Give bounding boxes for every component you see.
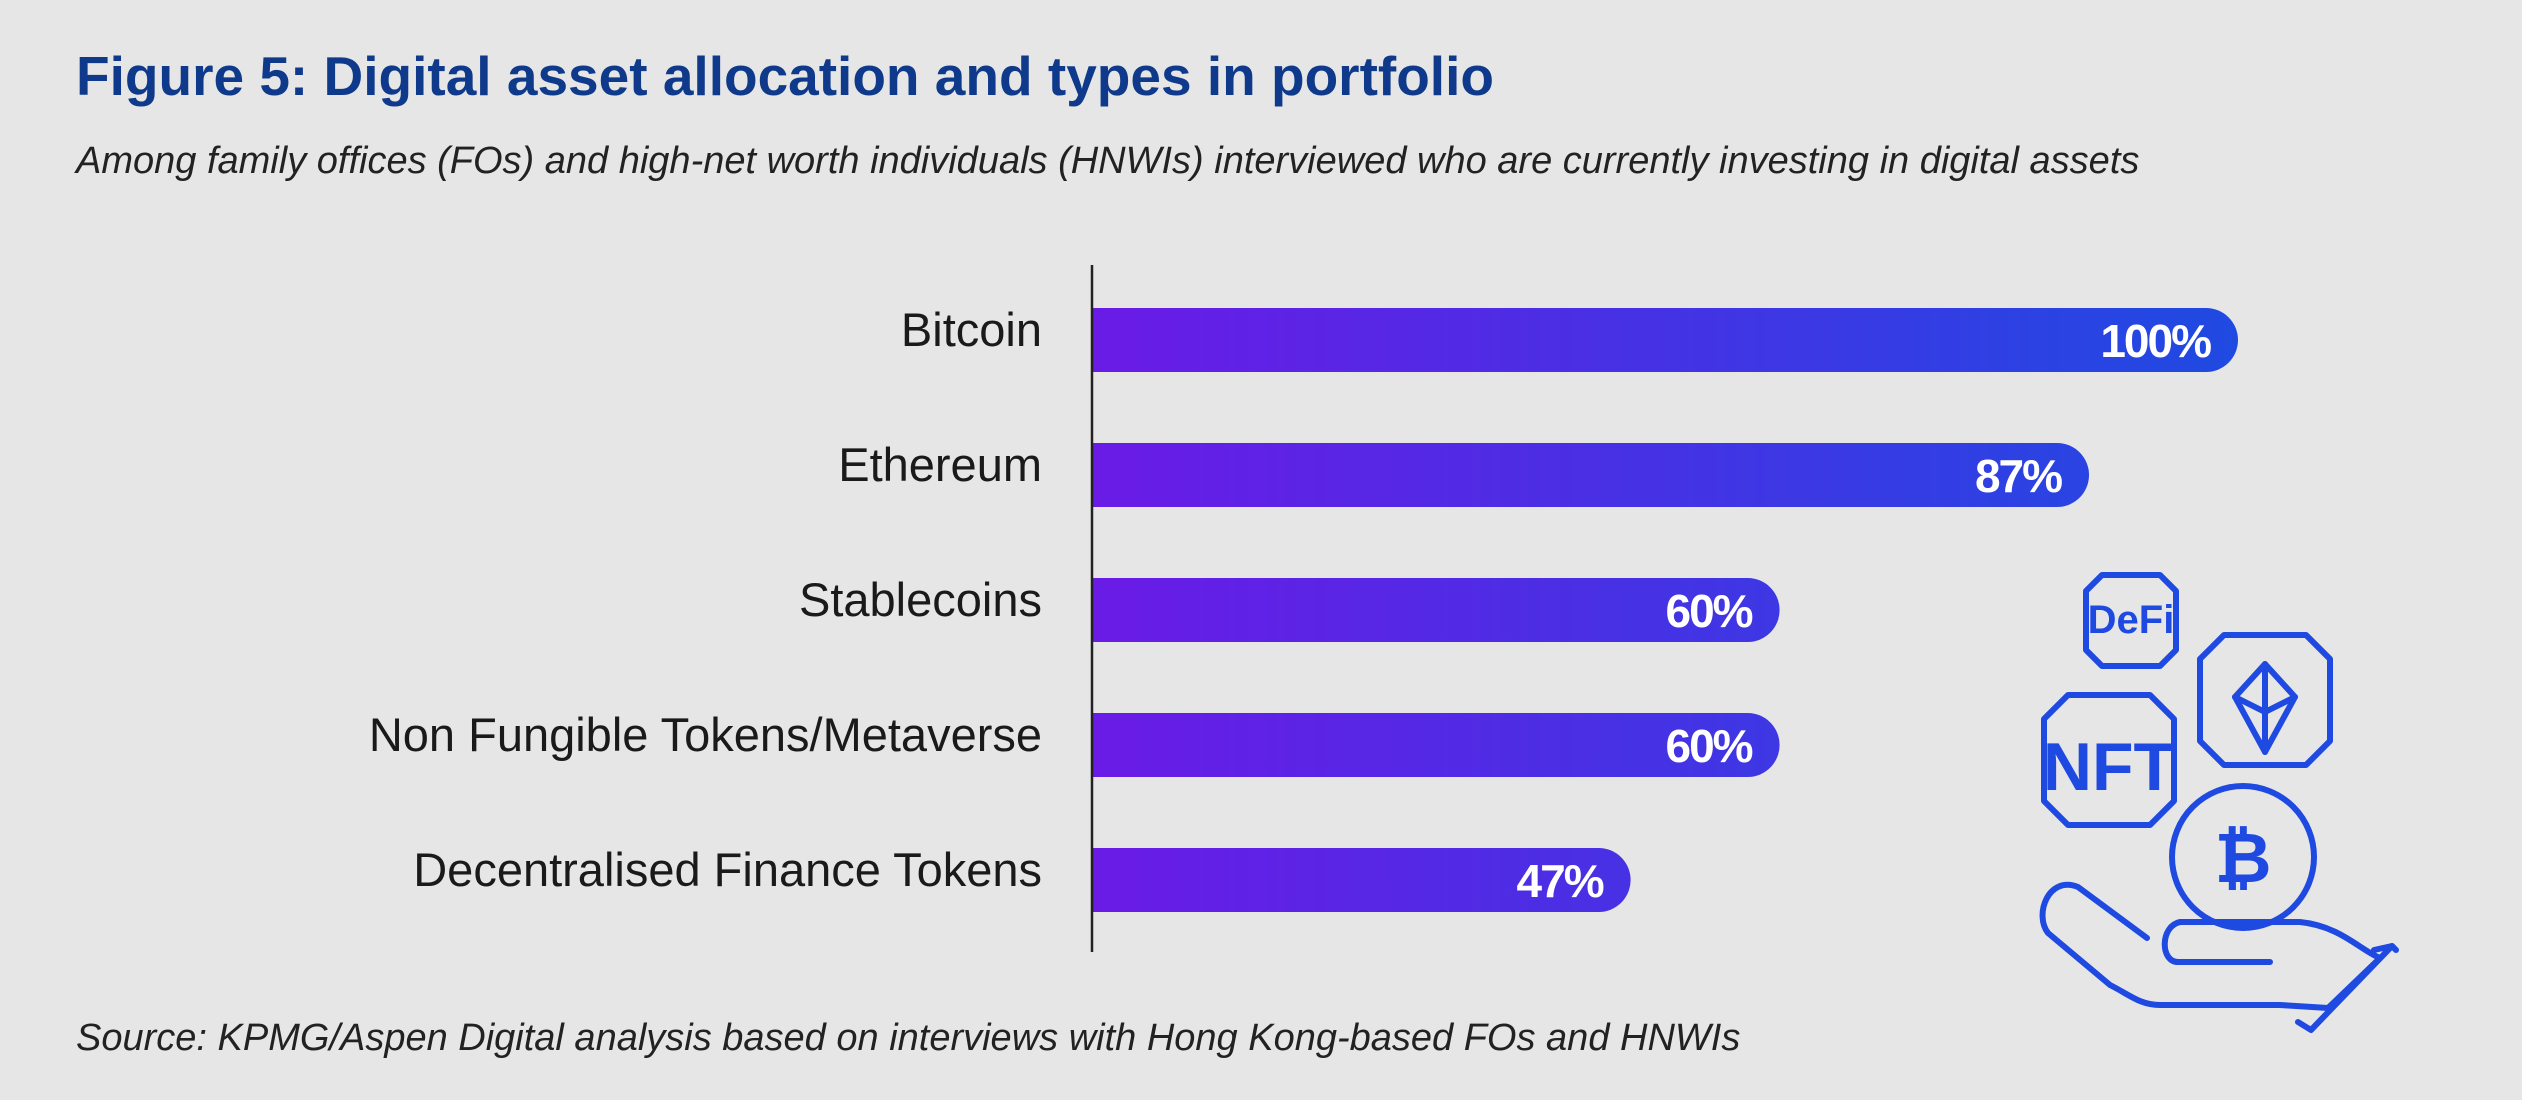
defi-badge-icon: DeFi: [2083, 572, 2179, 669]
ethereum-badge-icon: [2197, 632, 2333, 768]
chart-title: Figure 5: Digital asset allocation and t…: [76, 45, 1494, 107]
category-label: Ethereum: [838, 438, 1042, 491]
category-label: Decentralised Finance Tokens: [413, 843, 1042, 896]
hand-icon: [2039, 881, 2399, 1033]
nft-badge-icon: NFT: [2041, 692, 2177, 828]
chart-subtitle: Among family offices (FOs) and high-net …: [76, 140, 2140, 182]
category-label: Non Fungible Tokens/Metaverse: [369, 708, 1042, 761]
bar: [1092, 308, 2238, 372]
defi-badge-text: DeFi: [2088, 598, 2175, 642]
nft-badge-text: NFT: [2043, 729, 2175, 805]
bar: [1092, 713, 1780, 777]
crypto-hand-illustration: DeFi NFT ₿: [2039, 572, 2399, 1033]
bar-value-label: 100%: [2100, 315, 2211, 367]
bar-value-label: 60%: [1666, 585, 1753, 637]
bar-value-label: 87%: [1975, 450, 2062, 502]
category-label: Stablecoins: [799, 573, 1042, 626]
category-label: Bitcoin: [901, 303, 1042, 356]
bar-value-label: 47%: [1517, 855, 1604, 907]
svg-text:₿: ₿: [2214, 819, 2271, 897]
bar-value-label: 60%: [1666, 720, 1753, 772]
bar: [1092, 848, 1631, 912]
chart-source: Source: KPMG/Aspen Digital analysis base…: [76, 1017, 1741, 1059]
bitcoin-coin-icon: ₿: [2169, 783, 2317, 931]
bar: [1092, 578, 1780, 642]
bar: [1092, 443, 2090, 507]
